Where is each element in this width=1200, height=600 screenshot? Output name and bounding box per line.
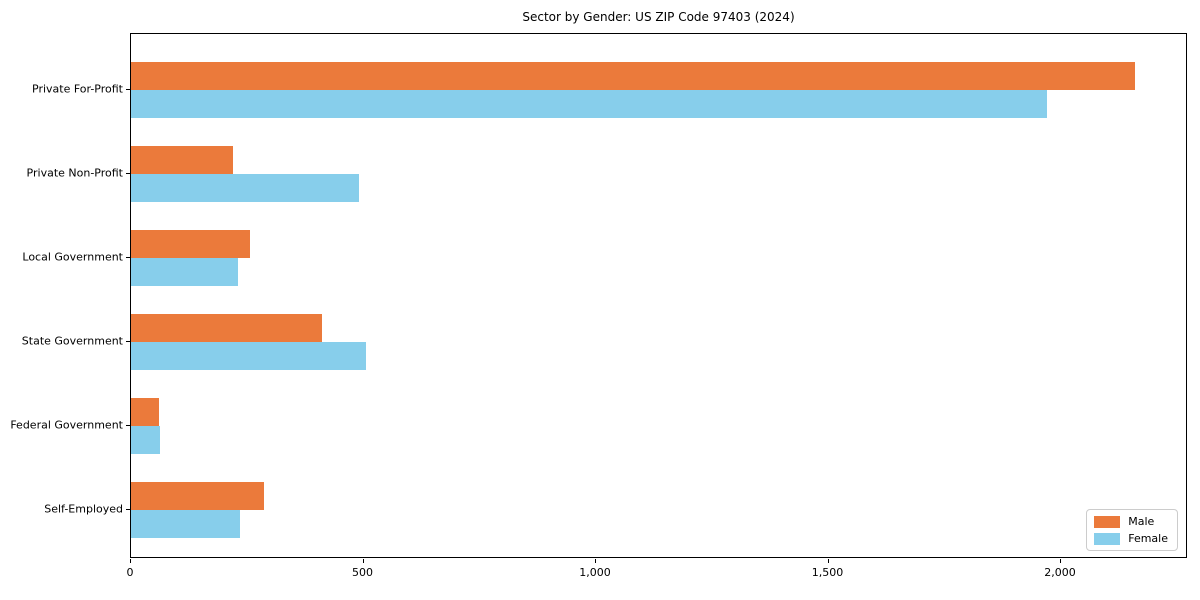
x-tick-label: 0 <box>126 566 134 579</box>
bar-female-5 <box>131 426 160 454</box>
x-tick-mark <box>827 559 829 563</box>
legend-item-male: Male <box>1094 515 1168 528</box>
y-tick-label: Self-Employed <box>44 502 123 516</box>
x-tick-label: 500 <box>352 566 373 579</box>
plot-area: Male Female <box>130 33 1187 558</box>
male-swatch <box>1094 515 1121 528</box>
y-tick-mark <box>126 173 130 174</box>
y-tick-label: Private Non-Profit <box>26 166 123 180</box>
x-tick-label: 2,000 <box>1044 566 1076 579</box>
y-tick-label: Federal Government <box>10 418 123 432</box>
bar-male-5 <box>131 398 159 426</box>
legend: Male Female <box>1086 509 1178 551</box>
bar-male-2 <box>131 146 233 174</box>
y-tick-mark <box>126 509 130 510</box>
bar-female-1 <box>131 90 1047 118</box>
bar-male-1 <box>131 62 1135 90</box>
y-tick-mark <box>126 89 130 90</box>
x-tick-label: 1,500 <box>811 566 844 579</box>
y-tick-label: State Government <box>21 334 123 348</box>
legend-item-female: Female <box>1094 532 1168 545</box>
chart-title: Sector by Gender: US ZIP Code 97403 (202… <box>522 10 795 24</box>
x-tick-mark <box>362 559 364 563</box>
x-tick-label: 1,000 <box>579 566 611 579</box>
bar-male-3 <box>131 230 250 258</box>
bar-female-3 <box>131 258 238 286</box>
legend-label-female: Female <box>1128 532 1168 545</box>
y-tick-mark <box>126 425 130 426</box>
y-tick-mark <box>126 341 130 342</box>
x-tick-mark <box>1060 559 1062 563</box>
bar-male-4 <box>131 314 322 342</box>
bar-female-2 <box>131 174 359 202</box>
y-tick-mark <box>126 257 130 258</box>
legend-label-male: Male <box>1128 515 1155 528</box>
x-tick-mark <box>595 559 597 563</box>
bar-female-4 <box>131 342 366 370</box>
x-tick-mark <box>130 559 131 563</box>
bar-female-6 <box>131 510 240 538</box>
y-tick-label: Private For-Profit <box>32 82 123 96</box>
y-tick-label: Local Government <box>22 250 123 264</box>
female-swatch <box>1094 532 1121 545</box>
bar-male-6 <box>131 482 264 510</box>
